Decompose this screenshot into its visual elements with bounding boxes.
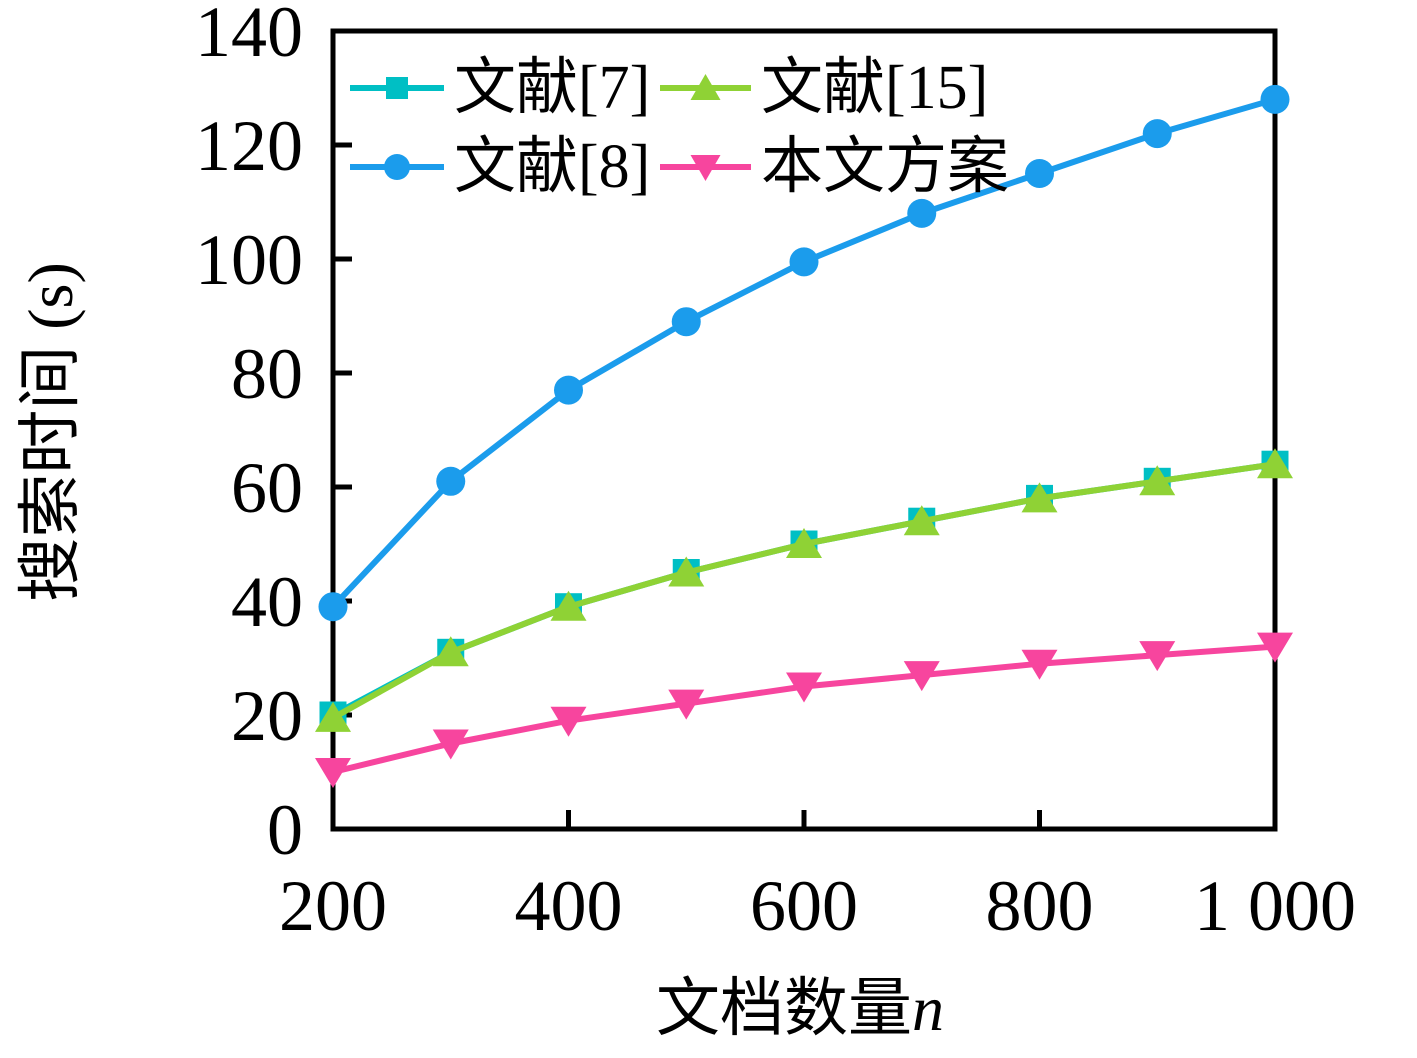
triangle-down-marker (690, 155, 721, 181)
triangle-up-marker (668, 556, 705, 587)
triangle-down-marker (1021, 649, 1058, 680)
legend-label: 文献[8] (454, 133, 651, 201)
series-line (330, 643, 1278, 775)
square-marker (386, 77, 408, 99)
legend-item-本文方案: 本文方案 (660, 132, 1009, 202)
x-tick-label: 800 (986, 866, 1094, 946)
tick-labels: 0 20 40 60 80 100 120 140 200 400 600 800 1 000 (195, 0, 1356, 946)
circle-marker (907, 198, 937, 228)
legend-item-文献[8]: 文献[8] (350, 132, 650, 202)
triangle-up-marker (903, 505, 940, 536)
legend-marker (660, 155, 751, 181)
y-tick-label: 20 (231, 676, 303, 756)
series-文献[15] (315, 448, 1293, 732)
triangle-down-marker (315, 758, 351, 788)
triangle-down-marker (550, 706, 587, 737)
x-tick-label: 400 (515, 866, 623, 946)
circle-marker (1142, 119, 1172, 149)
circle-marker (318, 592, 348, 622)
y-tick-label: 80 (231, 334, 303, 414)
circle-marker (554, 375, 583, 405)
y-tick-label: 0 (267, 790, 303, 870)
y-axis-title: 搜索时间 (s) (15, 262, 86, 602)
data-series (315, 84, 1293, 788)
x-tick-label: 600 (750, 866, 858, 946)
legend-item-文献[7]: 文献[7] (350, 53, 650, 123)
circle-marker (671, 307, 701, 337)
triangle-up-marker (315, 701, 351, 732)
triangle-down-marker (668, 689, 705, 720)
triangle-up-marker (1139, 465, 1176, 496)
x-axis-title-text: 文档数量 (656, 973, 912, 1044)
legend-marker (660, 74, 751, 100)
axis-ticks (333, 142, 1042, 829)
triangle-up-marker (786, 528, 822, 558)
x-axis-title: 文档数量n (656, 973, 944, 1044)
triangle-up-marker (690, 74, 721, 100)
legend-marker (350, 77, 444, 99)
y-tick-label: 140 (195, 0, 303, 72)
legend-label: 文献[15] (761, 54, 989, 122)
y-tick-label: 40 (231, 562, 303, 642)
x-tick-label: 200 (279, 866, 387, 946)
circle-marker (1260, 84, 1290, 114)
triangle-down-marker (1139, 641, 1176, 672)
circle-marker (789, 247, 819, 277)
legend-marker (350, 154, 444, 180)
legend-label: 本文方案 (761, 133, 1010, 201)
triangle-up-marker (1257, 448, 1293, 479)
triangle-down-marker (903, 661, 940, 692)
circle-marker (384, 154, 410, 180)
legend-label: 文献[7] (454, 54, 651, 122)
circle-marker (436, 466, 466, 496)
triangle-down-marker (786, 672, 822, 703)
x-tick-label: 1 000 (1194, 866, 1356, 946)
legend-item-文献[15]: 文献[15] (660, 53, 988, 123)
circle-marker (1025, 159, 1054, 188)
triangle-down-marker (432, 729, 469, 760)
x-axis-title-variable: n (912, 973, 944, 1044)
triangle-up-marker (432, 636, 469, 667)
y-tick-label: 60 (231, 448, 303, 528)
series-本文方案 (315, 632, 1293, 788)
triangle-up-marker (550, 590, 587, 621)
y-tick-label: 100 (195, 220, 303, 300)
y-tick-label: 120 (195, 106, 303, 186)
series-文献[8] (318, 84, 1290, 622)
triangle-up-marker (1021, 482, 1058, 513)
triangle-down-marker (1257, 632, 1293, 663)
